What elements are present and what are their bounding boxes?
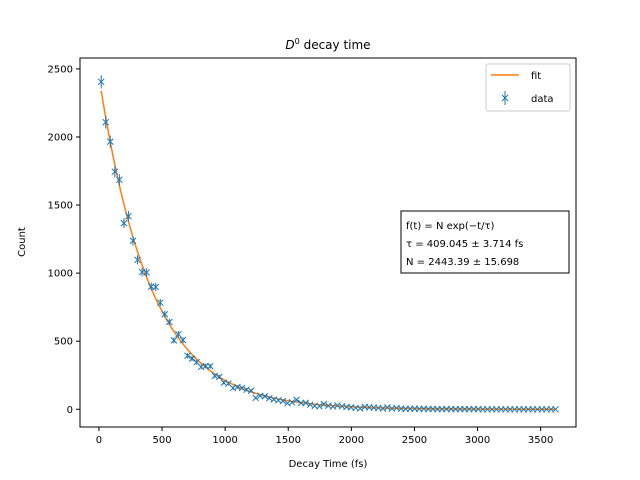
- chart-title: D0 decay time: [285, 37, 370, 52]
- x-axis-ticks: 0 500 1000 1500 2000 2500 3000 3500: [96, 427, 553, 446]
- fit-annotation: f(t) = N exp(−t/τ) τ = 409.045 ± 3.714 f…: [400, 210, 570, 274]
- data-point: [306, 401, 314, 409]
- y-tick-label: 1500: [48, 201, 73, 212]
- data-point: [120, 218, 128, 229]
- x-tick-label: 2500: [402, 435, 427, 446]
- y-axis-ticks: 0 500 1000 1500 2000 2500: [48, 64, 80, 416]
- data-point: [152, 282, 160, 292]
- data-point: [166, 318, 173, 326]
- plot-frame: [79, 57, 577, 428]
- data-point: [265, 394, 273, 402]
- y-tick-label: 0: [67, 405, 73, 416]
- x-axis-title: Decay Time (fs): [289, 459, 368, 470]
- data-point: [288, 399, 296, 406]
- data-point: [293, 396, 300, 404]
- data-point: [261, 392, 269, 400]
- x-tick-label: 500: [152, 435, 171, 446]
- data-point: [552, 405, 559, 413]
- legend: fit data: [485, 63, 571, 112]
- y-axis-title: Count: [17, 227, 28, 257]
- x-tick-label: 1000: [212, 435, 237, 446]
- annotation-line-3: N = 2443.39 ± 15.698: [406, 257, 519, 268]
- data-point: [102, 116, 110, 129]
- data-point: [97, 75, 105, 89]
- data-points: [97, 75, 559, 413]
- data-point: [215, 373, 223, 381]
- data-point: [184, 352, 191, 360]
- x-tick-label: 0: [96, 435, 102, 446]
- data-point: [179, 336, 187, 344]
- data-point: [111, 166, 119, 178]
- data-point: [279, 397, 287, 405]
- data-point: [238, 384, 246, 392]
- y-tick-label: 2000: [48, 132, 73, 143]
- data-point: [106, 135, 114, 148]
- data-point: [356, 405, 364, 412]
- y-tick-label: 2500: [48, 64, 73, 75]
- data-point: [129, 235, 137, 246]
- data-point: [134, 255, 141, 265]
- data-point: [188, 355, 196, 363]
- data-point: [156, 298, 164, 307]
- legend-data-swatch: [501, 91, 509, 105]
- data-point: [302, 399, 310, 407]
- data-point: [320, 400, 328, 408]
- annotation-line-1: f(t) = N exp(−t/τ): [406, 221, 494, 232]
- y-tick-label: 500: [54, 337, 73, 348]
- x-tick-label: 3000: [465, 435, 490, 446]
- x-tick-label: 2000: [339, 435, 364, 446]
- legend-data-label: data: [531, 94, 554, 105]
- data-point: [161, 310, 169, 318]
- x-tick-label: 3500: [528, 435, 553, 446]
- data-point: [125, 211, 132, 222]
- x-tick-label: 1500: [276, 435, 301, 446]
- legend-fit-label: fit: [531, 71, 541, 82]
- data-point: [175, 330, 182, 338]
- annotation-box: [400, 210, 570, 274]
- data-point: [116, 174, 123, 186]
- legend-box: [485, 63, 571, 112]
- annotation-line-2: τ = 409.045 ± 3.714 fs: [406, 239, 523, 250]
- data-point: [247, 387, 255, 395]
- data-point: [170, 337, 178, 344]
- data-point: [252, 394, 260, 402]
- data-point: [315, 402, 323, 410]
- y-tick-label: 1000: [48, 269, 73, 280]
- data-point: [206, 362, 214, 370]
- data-point: [143, 268, 150, 277]
